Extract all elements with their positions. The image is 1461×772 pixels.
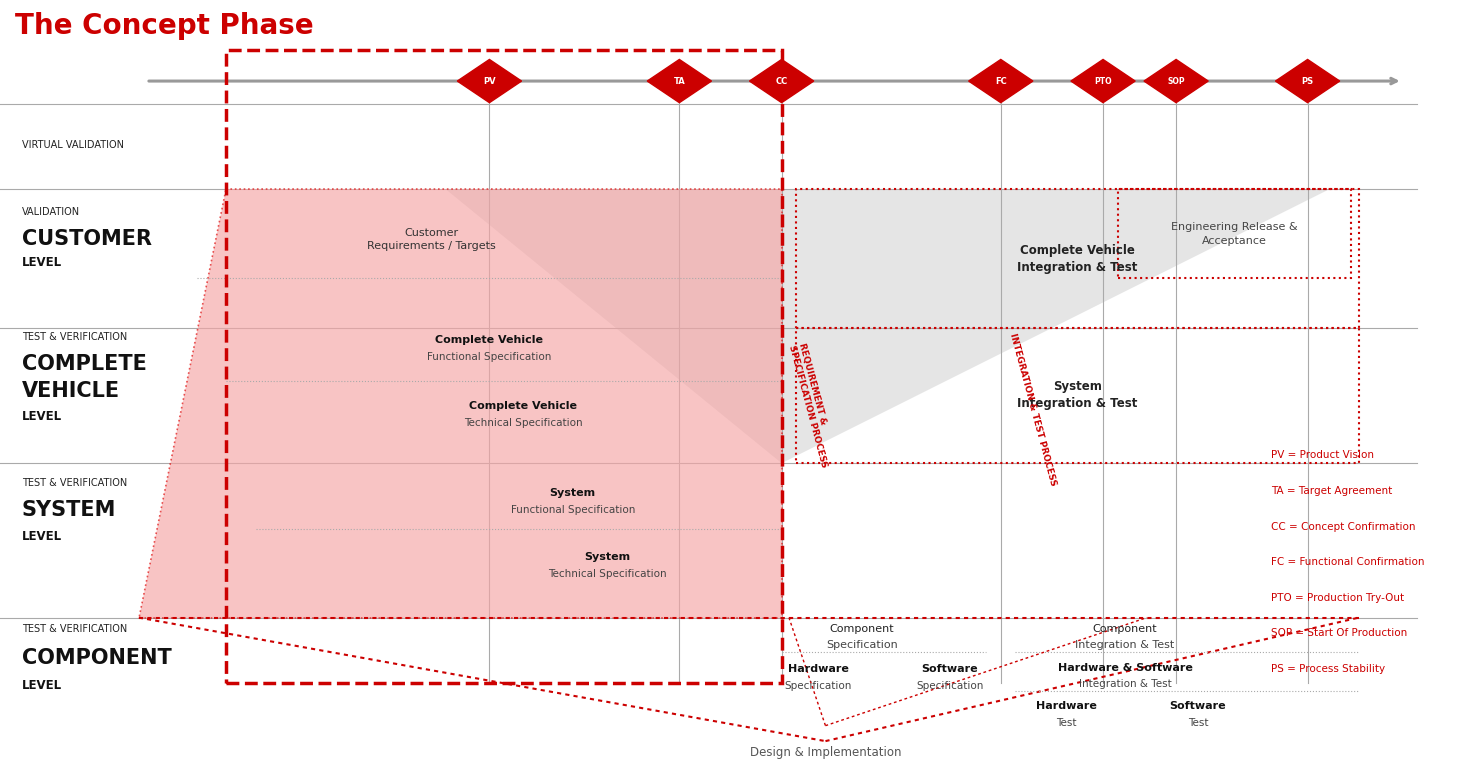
- Polygon shape: [1275, 59, 1340, 103]
- Text: Component: Component: [830, 625, 894, 634]
- Polygon shape: [457, 59, 522, 103]
- Text: CUSTOMER: CUSTOMER: [22, 229, 152, 249]
- Polygon shape: [782, 189, 1330, 463]
- Text: TA = Target Agreement: TA = Target Agreement: [1271, 486, 1392, 496]
- Text: Customer
Requirements / Targets: Customer Requirements / Targets: [367, 228, 495, 251]
- Text: Complete Vehicle: Complete Vehicle: [435, 335, 543, 344]
- Polygon shape: [1071, 59, 1135, 103]
- Text: COMPLETE: COMPLETE: [22, 354, 146, 374]
- Text: Test: Test: [1188, 718, 1208, 727]
- Text: PV = Product Vision: PV = Product Vision: [1271, 451, 1373, 460]
- Text: SOP: SOP: [1167, 76, 1185, 86]
- Text: TEST & VERIFICATION: TEST & VERIFICATION: [22, 478, 127, 487]
- Text: Specification: Specification: [825, 640, 899, 649]
- Text: Hardware: Hardware: [1036, 702, 1097, 711]
- Text: PTO: PTO: [1094, 76, 1112, 86]
- Text: Integration & Test: Integration & Test: [1078, 679, 1172, 689]
- Polygon shape: [647, 59, 712, 103]
- Text: LEVEL: LEVEL: [22, 679, 61, 692]
- Text: SOP = Start Of Production: SOP = Start Of Production: [1271, 628, 1407, 638]
- Bar: [226, 50, 782, 683]
- Text: System: System: [549, 488, 596, 497]
- Polygon shape: [446, 189, 782, 463]
- Text: Complete Vehicle
Integration & Test: Complete Vehicle Integration & Test: [1017, 244, 1138, 273]
- Polygon shape: [1144, 59, 1208, 103]
- Text: TEST & VERIFICATION: TEST & VERIFICATION: [22, 625, 127, 634]
- Text: Specification: Specification: [785, 681, 852, 690]
- Text: Hardware: Hardware: [787, 665, 849, 674]
- Polygon shape: [749, 59, 814, 103]
- Text: Design & Implementation: Design & Implementation: [749, 747, 901, 759]
- Polygon shape: [969, 59, 1033, 103]
- Text: FC = Functional Confirmation: FC = Functional Confirmation: [1271, 557, 1424, 567]
- Text: CC = Concept Confirmation: CC = Concept Confirmation: [1271, 522, 1416, 531]
- Bar: [796, 189, 1359, 328]
- Text: System: System: [584, 553, 631, 562]
- Text: LEVEL: LEVEL: [22, 530, 61, 543]
- Text: PS: PS: [1302, 76, 1313, 86]
- Text: TEST & VERIFICATION: TEST & VERIFICATION: [22, 332, 127, 341]
- Text: System
Integration & Test: System Integration & Test: [1017, 381, 1138, 410]
- Text: Engineering Release &
Acceptance: Engineering Release & Acceptance: [1172, 222, 1297, 245]
- Text: INTEGRATION & TEST PROCESS: INTEGRATION & TEST PROCESS: [1008, 332, 1058, 486]
- Text: Functional Specification: Functional Specification: [510, 505, 636, 514]
- Text: REQUIREMENT &
SPECIFICATION PROCESS: REQUIREMENT & SPECIFICATION PROCESS: [787, 342, 839, 469]
- Text: Specification: Specification: [916, 681, 983, 690]
- Text: PTO = Production Try-Out: PTO = Production Try-Out: [1271, 593, 1404, 602]
- Text: PS = Process Stability: PS = Process Stability: [1271, 664, 1385, 673]
- Text: VALIDATION: VALIDATION: [22, 208, 80, 217]
- Text: The Concept Phase: The Concept Phase: [15, 12, 313, 39]
- Text: Complete Vehicle: Complete Vehicle: [469, 401, 577, 411]
- Text: Functional Specification: Functional Specification: [427, 352, 552, 361]
- Text: LEVEL: LEVEL: [22, 256, 61, 269]
- Text: Hardware & Software: Hardware & Software: [1058, 663, 1192, 672]
- Text: VIRTUAL VALIDATION: VIRTUAL VALIDATION: [22, 141, 124, 150]
- Text: FC: FC: [995, 76, 1007, 86]
- Text: Component: Component: [1093, 625, 1157, 634]
- Text: TA: TA: [674, 76, 685, 86]
- Text: SYSTEM: SYSTEM: [22, 499, 117, 520]
- Bar: [1118, 189, 1351, 278]
- Text: Integration & Test: Integration & Test: [1075, 640, 1175, 649]
- Polygon shape: [139, 189, 782, 618]
- Text: CC: CC: [776, 76, 787, 86]
- Text: Software: Software: [1170, 702, 1226, 711]
- Text: VEHICLE: VEHICLE: [22, 381, 120, 401]
- Text: Test: Test: [1056, 718, 1077, 727]
- Text: LEVEL: LEVEL: [22, 411, 61, 423]
- Bar: [796, 328, 1359, 463]
- Text: Software: Software: [922, 665, 977, 674]
- Text: Technical Specification: Technical Specification: [548, 570, 668, 579]
- Text: Technical Specification: Technical Specification: [463, 418, 583, 428]
- Text: COMPONENT: COMPONENT: [22, 648, 171, 668]
- Text: PV: PV: [484, 76, 495, 86]
